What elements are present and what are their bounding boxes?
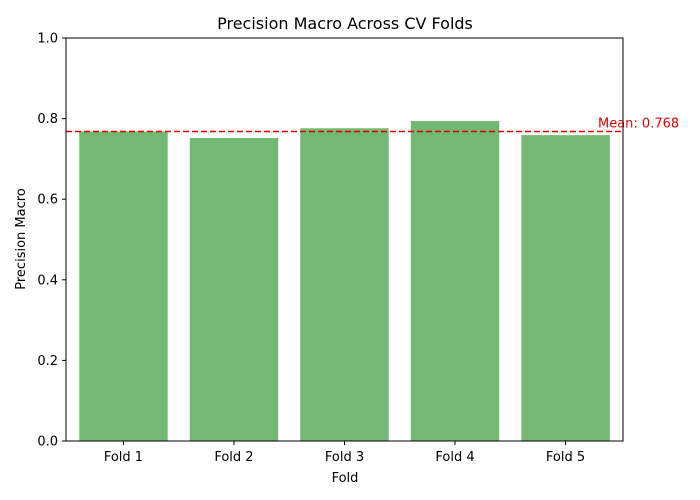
x-tick-label: Fold 2 — [214, 450, 253, 465]
y-axis-label: Precision Macro — [14, 188, 29, 290]
x-axis-ticks: Fold 1 Fold 2 Fold 3 Fold 4 Fold 5 — [104, 441, 585, 465]
bar-fold-5 — [521, 135, 610, 441]
y-axis-ticks: 0.0 0.2 0.4 0.6 0.8 1.0 — [37, 32, 66, 450]
bar-fold-1 — [79, 131, 168, 441]
bar-fold-4 — [410, 121, 500, 442]
y-tick-label: 0.0 — [37, 435, 58, 450]
bar-fold-2 — [189, 137, 279, 441]
y-tick-label: 0.8 — [37, 112, 58, 127]
x-tick-label: Fold 5 — [546, 450, 585, 465]
bar-fold-3 — [300, 128, 389, 441]
mean-label: Mean: 0.768 — [598, 116, 679, 131]
y-tick-label: 1.0 — [37, 32, 58, 47]
y-tick-label: 0.6 — [37, 193, 58, 208]
x-tick-label: Fold 4 — [435, 450, 474, 465]
plot-frame — [65, 37, 624, 442]
bars-group — [79, 121, 610, 442]
y-tick-label: 0.4 — [37, 273, 58, 288]
x-tick-label: Fold 1 — [104, 450, 143, 465]
x-tick-label: Fold 3 — [325, 450, 364, 465]
chart-title: Precision Macro Across CV Folds — [217, 14, 473, 33]
x-axis-label: Fold — [332, 471, 359, 486]
y-tick-label: 0.2 — [37, 354, 58, 369]
